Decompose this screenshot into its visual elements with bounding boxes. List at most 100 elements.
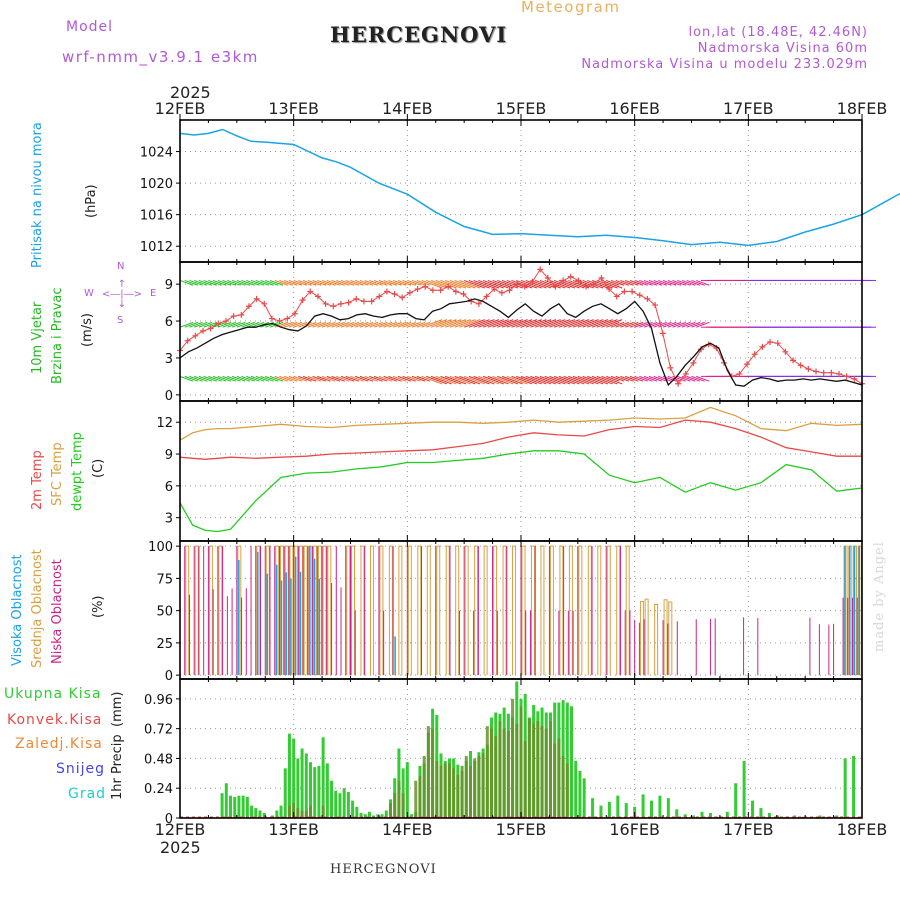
wind-arrow	[497, 319, 519, 328]
wind-gust-mark	[744, 361, 751, 368]
wind-arrow	[572, 375, 594, 385]
wind-arrow	[179, 321, 194, 328]
wind-arrow	[336, 279, 350, 286]
wind-arrow	[307, 279, 322, 286]
mid-cloud-bar	[194, 545, 199, 676]
wind-arrow	[250, 321, 265, 328]
precip-total-bar	[565, 702, 569, 818]
wind-arrow	[302, 279, 317, 286]
wind-arrow	[553, 375, 575, 385]
precip-convective-bar	[447, 763, 451, 818]
wind-arrow	[359, 321, 374, 328]
precip-convective-bar	[553, 743, 557, 818]
wind-arrow	[558, 375, 580, 385]
wind-arrow	[317, 279, 331, 286]
wind-arrow	[231, 375, 246, 382]
precip-total-bar	[254, 808, 258, 818]
wind-arrow	[601, 319, 623, 328]
wind-gust-mark	[813, 368, 820, 375]
wind-arrow	[260, 375, 274, 382]
wind-arrow	[383, 375, 397, 382]
mid-cloud-bar	[464, 545, 469, 676]
wind-gust-mark	[774, 340, 781, 347]
wind-arrow	[440, 279, 462, 289]
wind-arrow	[587, 375, 609, 385]
wind-arrow	[563, 279, 585, 289]
wind-arrow	[407, 279, 421, 286]
wind-arrow	[298, 279, 312, 286]
precip-total-bar	[342, 788, 346, 818]
wind-arrow	[198, 321, 213, 328]
wind-arrow	[463, 375, 486, 385]
wind-gust-mark	[368, 298, 375, 305]
wind-gust-mark	[636, 292, 643, 299]
wind-arrow	[407, 375, 421, 382]
wind-arrow	[430, 375, 452, 385]
mid-cloud-bar	[218, 545, 223, 676]
year-bottom: 2025	[160, 838, 201, 857]
wind-gust-mark	[353, 295, 360, 302]
wind-arrow	[416, 375, 431, 382]
mid-cloud-bar	[388, 545, 393, 676]
mid-cloud-bar	[265, 545, 270, 676]
wind-arrow	[326, 321, 341, 328]
precip-total-bar	[607, 801, 611, 818]
cloud-ytick-label: 75	[156, 572, 173, 587]
precip-ytick-label: 0	[165, 812, 173, 827]
wind-arrow	[374, 321, 388, 328]
precip-total-bar	[334, 790, 338, 818]
precip-total-bar	[300, 748, 304, 818]
bottom-date-label: 17FEB	[723, 820, 774, 839]
pressure-unit: (hPa)	[84, 184, 99, 218]
wind-arrow	[544, 319, 566, 328]
wind-gust-mark	[751, 351, 758, 358]
mid-cloud-bar	[483, 545, 488, 676]
precip-unit: (mm)	[110, 691, 125, 727]
wind-arrow	[511, 319, 533, 328]
wind-gust-mark	[560, 277, 567, 284]
top-date-label: 18FEB	[836, 99, 888, 118]
precip-total-bar	[776, 815, 780, 818]
precip-convective-bar	[557, 738, 561, 818]
mid-cloud-bar	[663, 599, 668, 676]
top-date-label: 16FEB	[609, 99, 660, 118]
wind-arrow	[369, 375, 383, 382]
wind-gust-mark	[253, 295, 260, 302]
wind-gust-mark	[606, 286, 613, 293]
wind-arrow	[274, 279, 289, 286]
bottom-date-label: 16FEB	[609, 820, 660, 839]
precip-total-bar	[376, 814, 380, 818]
wind-arrow	[563, 319, 585, 328]
wind-arrow	[392, 279, 407, 286]
wind-arrow	[364, 279, 379, 286]
precip-total-bar	[220, 793, 224, 818]
precip-total-bar	[405, 762, 409, 818]
wind-arrow	[629, 375, 644, 382]
wind-gust-mark	[360, 298, 367, 305]
cloud-ylabel-high: Visoka Oblacnost	[10, 554, 25, 666]
wind-arrow	[530, 319, 552, 328]
wind-arrow	[236, 321, 251, 328]
precip-total-bar	[275, 810, 279, 818]
precip-convective-bar	[502, 728, 506, 818]
top-date-label: 17FEB	[723, 99, 774, 118]
mid-cloud-bar	[568, 545, 573, 676]
compass-west: W	[84, 288, 94, 299]
precip-convective-bar	[540, 726, 544, 818]
precip-convective-bar	[494, 736, 498, 818]
mid-cloud-bar	[587, 545, 592, 676]
wind-gust-mark	[307, 288, 314, 295]
precip-total-bar	[321, 737, 325, 818]
wind-arrow	[440, 375, 462, 385]
mid-cloud-bar	[445, 545, 450, 676]
precip-total-bar	[683, 814, 687, 818]
precip-total-bar	[675, 809, 679, 818]
cloud-ytick-label: 100	[148, 540, 173, 555]
mid-cloud-bar	[237, 545, 242, 676]
wind-gust-mark	[330, 303, 337, 310]
wind-arrow	[293, 375, 307, 382]
wind-arrow	[487, 319, 509, 328]
wind-gust-mark	[529, 278, 536, 285]
wind-arrow	[397, 375, 412, 382]
wind-arrow	[549, 375, 571, 385]
